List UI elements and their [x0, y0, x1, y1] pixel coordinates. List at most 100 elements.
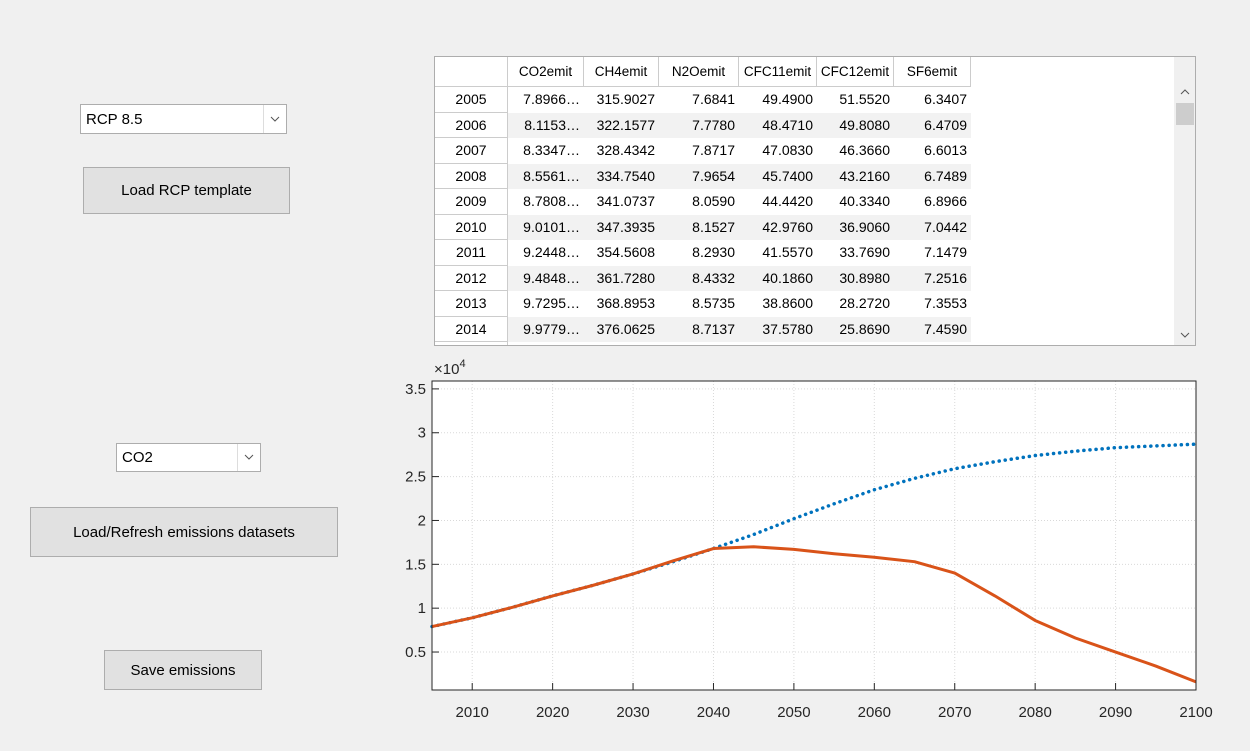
row-band [508, 189, 971, 215]
table-cell: 9.4848… [523, 269, 580, 286]
column-header: CH4emit [584, 57, 659, 87]
x-tick-label: 2080 [1018, 704, 1051, 721]
table-cell: 8.0590 [692, 193, 735, 209]
plot-area [432, 381, 1196, 690]
x-tick-label: 2010 [456, 704, 489, 721]
table-cell: 8.3347… [523, 142, 580, 158]
row-header: 2011 [435, 240, 508, 266]
dropdown-value: RCP 8.5 [86, 110, 143, 128]
table-cell: 315.9027 [596, 91, 655, 107]
column-header: CO2emit [508, 57, 584, 87]
table-cell: 41.5570 [762, 244, 813, 260]
table-cell: 38.8600 [762, 295, 813, 311]
x-tick-label: 2040 [697, 704, 730, 721]
table-cell: 9.9779… [523, 320, 580, 337]
table-cell: 7.3553 [924, 295, 967, 311]
row-band [508, 214, 971, 240]
row-header: 2014 [435, 316, 508, 342]
save-button[interactable]: Save emissions [104, 650, 262, 690]
table-cell: 6.6013 [924, 142, 967, 158]
row-header: 2012 [435, 265, 508, 291]
table-cell: 8.2930 [692, 244, 735, 260]
table-cell: 7.8966… [523, 91, 580, 107]
x-tick-label: 2070 [938, 704, 971, 721]
table-cell: 49.8080 [839, 116, 890, 133]
table-cell: 9.0101… [523, 218, 580, 235]
x-tick-label: 2020 [536, 704, 569, 721]
table-cell: 46.3660 [839, 142, 890, 158]
x-tick-label: 2100 [1179, 704, 1212, 721]
y-tick-label: 2 [418, 512, 426, 529]
column-header: CFC12emit [817, 57, 894, 87]
table-cell: 8.5735 [692, 295, 735, 311]
y-scale-label: ×104 [434, 358, 466, 378]
table-cell: 8.1153… [524, 116, 580, 133]
row-band [508, 240, 971, 266]
table-cell: 40.3340 [839, 193, 890, 209]
table-cell: 37.5780 [762, 320, 813, 337]
table-cell: 44.4420 [762, 193, 813, 209]
table-cell: 322.1577 [596, 116, 655, 133]
x-tick-label: 2050 [777, 704, 810, 721]
row-band [508, 87, 971, 113]
table-cell: 8.1527 [692, 218, 735, 235]
y-tick-label: 3 [418, 425, 426, 442]
table-cell: 28.2720 [839, 295, 890, 311]
table-cell: 341.0737 [596, 193, 655, 209]
row-band [508, 112, 971, 138]
table-cell: 47.0830 [762, 142, 813, 158]
column-header: CFC11emit [739, 57, 817, 87]
x-tick-label: 2030 [616, 704, 649, 721]
table-cell: 8.5561… [523, 167, 580, 184]
row-header [435, 342, 508, 345]
load-template-button[interactable]: Load RCP template [83, 167, 290, 214]
x-tick-label: 2090 [1099, 704, 1132, 721]
table-cell: 9.7295… [523, 295, 580, 311]
row-header: 2005 [435, 87, 508, 113]
table-cell: 49.4900 [762, 91, 813, 107]
dropdown-arrow [263, 105, 280, 133]
table-cell: 30.8980 [839, 269, 890, 286]
y-scale-base: ×10 [434, 361, 459, 378]
row-header: 2008 [435, 163, 508, 189]
table-cell: 334.7540 [596, 167, 655, 184]
table-cell: 48.4710 [762, 116, 813, 133]
plot-frame [431, 380, 1197, 691]
table-cell: 7.1479 [924, 244, 967, 260]
gas-dropdown[interactable]: CO2 [116, 443, 261, 472]
table-cell: 8.7137 [692, 320, 735, 337]
header-corner [435, 57, 508, 87]
load-refresh-button[interactable]: Load/Refresh emissions datasets [30, 507, 338, 557]
table-cell: 25.8690 [839, 320, 890, 337]
row-header: 2010 [435, 214, 508, 240]
table-cell: 33.7690 [839, 244, 890, 260]
row-header: 2013 [435, 291, 508, 317]
row-header: 2007 [435, 138, 508, 164]
table-cell: 354.5608 [596, 244, 655, 260]
table-cell: 6.3407 [924, 91, 967, 107]
dropdown-value: CO2 [122, 449, 153, 466]
table-cell: 7.4590 [924, 320, 967, 337]
row-band [508, 316, 971, 342]
chart: 0.5 1 1.5 2 2.5 3 3.5 2010 2020 2030 2040 2050 2060 2… [405, 358, 1213, 721]
y-tick-label: 1 [418, 600, 426, 617]
scenario-dropdown[interactable]: RCP 8.5 [80, 104, 287, 134]
scrollbar[interactable] [1174, 57, 1195, 345]
table-cell: 7.0442 [924, 218, 967, 235]
table-cell: 376.0625 [596, 320, 655, 337]
scrollbar-graphic [1176, 89, 1194, 338]
y-scale-exponent: 4 [459, 358, 465, 370]
table-cell: 7.6841 [692, 91, 735, 107]
table-cell: 40.1860 [762, 269, 813, 286]
table-cell: 9.2448… [523, 244, 580, 260]
y-tick-label: 1.5 [405, 556, 426, 573]
table-cell: 43.2160 [839, 167, 890, 184]
column-header: SF6emit [894, 57, 971, 87]
row-band [508, 138, 971, 164]
table-cell: 361.7280 [596, 269, 655, 286]
table-cell: 7.8717 [692, 142, 735, 158]
data-table[interactable]: CO2emit CH4emit N2Oemit CFC11emit CFC12emit S… [434, 56, 1196, 346]
table-cell: 7.2516 [924, 269, 967, 286]
table-cell: 8.4332 [692, 269, 735, 286]
